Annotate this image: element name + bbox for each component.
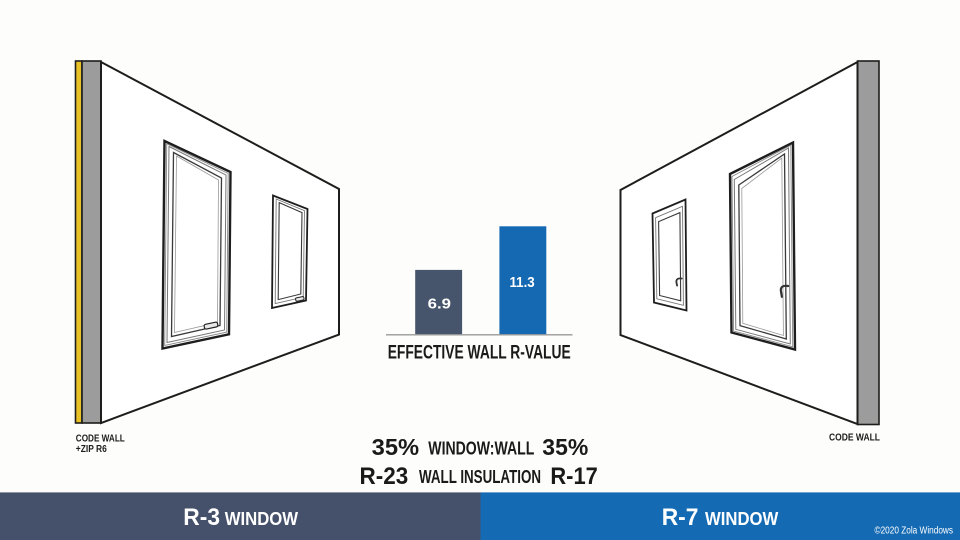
svg-text:WINDOW: WINDOW — [225, 508, 299, 529]
svg-text:11.3: 11.3 — [510, 275, 535, 291]
svg-text:CODE WALL: CODE WALL — [829, 433, 880, 444]
svg-text:EFFECTIVE WALL R-VALUE: EFFECTIVE WALL R-VALUE — [388, 342, 571, 363]
svg-text:R-17: R-17 — [550, 463, 597, 490]
svg-text:6.9: 6.9 — [428, 296, 451, 312]
svg-text:©2020 Zola Windows: ©2020 Zola Windows — [875, 526, 954, 537]
svg-text:CODE WALL: CODE WALL — [76, 434, 125, 445]
svg-text:35%: 35% — [372, 434, 420, 460]
svg-text:35%: 35% — [542, 434, 588, 460]
svg-text:R-7: R-7 — [662, 504, 699, 531]
svg-text:WINDOW:WALL: WINDOW:WALL — [428, 439, 534, 459]
svg-text:R-3: R-3 — [183, 504, 220, 531]
svg-text:R-23: R-23 — [360, 463, 409, 490]
svg-text:WINDOW: WINDOW — [705, 508, 779, 529]
svg-text:WALL INSULATION: WALL INSULATION — [419, 466, 541, 487]
svg-text:+ZIP R6: +ZIP R6 — [76, 444, 107, 455]
